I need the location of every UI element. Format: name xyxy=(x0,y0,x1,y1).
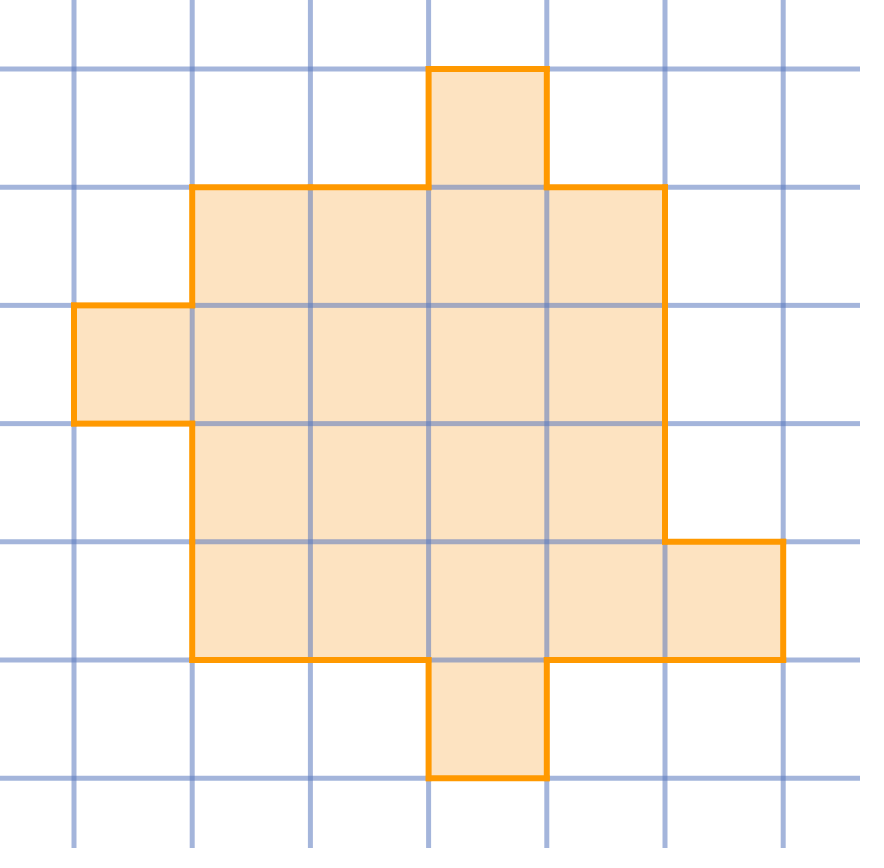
shape-cell xyxy=(310,541,429,660)
shape-cell xyxy=(428,305,547,424)
shape-cell xyxy=(192,541,311,660)
shape-cell xyxy=(310,187,429,306)
shape-outline-layer xyxy=(71,66,787,782)
shape-cell xyxy=(74,305,193,424)
shape-cell xyxy=(546,541,665,660)
shape-cell xyxy=(428,187,547,306)
shape-cell xyxy=(546,187,665,306)
shape-cell xyxy=(192,305,311,424)
shape-cell xyxy=(192,423,311,542)
shape-cell xyxy=(192,187,311,306)
shape-cell xyxy=(428,69,547,188)
shape-cell xyxy=(546,305,665,424)
shape-cell xyxy=(428,660,547,779)
shape-cell xyxy=(310,305,429,424)
shape-cell xyxy=(428,423,547,542)
shape-cell xyxy=(428,541,547,660)
shape-fill-layer xyxy=(74,69,784,779)
shape-cell xyxy=(546,423,665,542)
shape-cell xyxy=(665,541,784,660)
shape-cell xyxy=(310,423,429,542)
